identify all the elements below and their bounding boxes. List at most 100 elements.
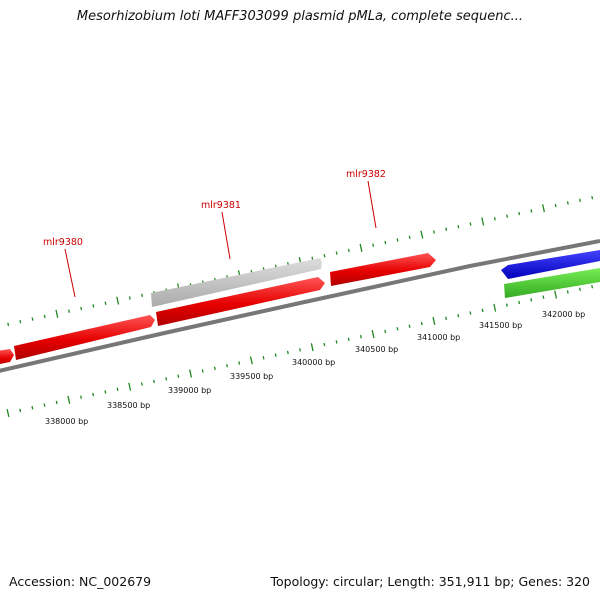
- ruler-tick: [43, 314, 46, 319]
- ruler-tick: [518, 211, 521, 216]
- position-label: 340500 bp: [355, 345, 398, 354]
- ruler-tick: [384, 240, 387, 245]
- ruler-tick: [80, 395, 82, 399]
- ruler-tick: [457, 225, 460, 229]
- ruler-tick: [542, 295, 545, 299]
- ruler-tick: [249, 356, 253, 365]
- map-title: Mesorhizobium loti MAFF303099 plasmid pM…: [76, 9, 524, 24]
- ruler-tick: [506, 214, 508, 218]
- ruler-tick: [140, 382, 143, 386]
- position-label: 339000 bp: [168, 386, 211, 395]
- ruler-tick: [141, 293, 143, 298]
- gene-label-mlr9382[interactable]: mlr9382: [346, 169, 386, 180]
- ruler-tick: [591, 195, 594, 200]
- mlr9381-leader: [221, 211, 231, 260]
- ruler-tick: [493, 217, 496, 221]
- ruler-tick: [469, 222, 472, 226]
- gene-label-mlr9381[interactable]: mlr9381: [201, 200, 241, 211]
- ruler-tick: [396, 327, 399, 331]
- ruler-tick: [591, 285, 594, 289]
- ruler-tick: [469, 311, 472, 315]
- ruler-tick: [420, 230, 424, 239]
- position-label: 340000 bp: [292, 358, 335, 367]
- ruler-tick: [43, 403, 46, 407]
- ruler-tick: [445, 316, 448, 320]
- ruler-tick: [68, 309, 70, 313]
- ruler-tick: [274, 353, 277, 357]
- gene-mlr9381b-arrow[interactable]: [156, 277, 325, 326]
- ruler-tick: [177, 374, 180, 378]
- ruler-tick: [92, 304, 95, 308]
- ruler-tick: [6, 408, 10, 418]
- gene-blue-arrow[interactable]: [501, 250, 600, 279]
- ruler-tick: [457, 313, 460, 318]
- mlr9382-leader: [367, 180, 377, 229]
- position-label: 341500 bp: [479, 321, 522, 330]
- ruler-tick: [518, 300, 521, 305]
- ruler-tick: [104, 390, 107, 394]
- genome-backbone: [0, 239, 600, 373]
- ruler-tick: [92, 392, 95, 397]
- ruler-tick: [310, 343, 314, 352]
- ruler-tick: [128, 296, 131, 300]
- ruler-tick: [311, 256, 314, 261]
- position-label: 342000 bp: [542, 310, 585, 319]
- ruler-tick: [493, 303, 497, 312]
- ruler-tick: [55, 309, 59, 318]
- mlr9380-leader: [64, 248, 76, 298]
- position-label: 338500 bp: [107, 401, 150, 410]
- ruler-tick: [104, 301, 107, 305]
- ruler-tick: [554, 203, 557, 208]
- gene-mlr9380-arrow[interactable]: [14, 315, 155, 360]
- ruler-tick: [116, 296, 120, 305]
- gene-arrow-left-partial[interactable]: [0, 349, 14, 366]
- ruler-tick: [359, 243, 363, 252]
- accession-text: Accession: NC_002679: [9, 574, 152, 589]
- ruler-tick: [408, 235, 411, 239]
- ruler-tick: [420, 321, 423, 326]
- ruler-tick: [128, 382, 132, 391]
- ruler-tick: [67, 395, 71, 404]
- lower-tick-ruler: [6, 285, 594, 418]
- gene-label-mlr9380[interactable]: mlr9380: [43, 237, 83, 248]
- ruler-tick: [335, 340, 338, 344]
- ruler-tick: [238, 361, 241, 365]
- position-label: 341000 bp: [417, 333, 460, 342]
- ruler-tick: [372, 243, 375, 247]
- ruler-tick: [323, 342, 326, 347]
- ruler-tick: [80, 306, 83, 311]
- ruler-tick: [433, 230, 435, 234]
- ruler-tick: [323, 254, 326, 258]
- ruler-tick: [335, 251, 338, 255]
- position-label: 339500 bp: [230, 372, 273, 381]
- ruler-tick: [396, 238, 399, 242]
- ruler-tick: [226, 363, 229, 368]
- ruler-tick: [384, 329, 387, 334]
- ruler-tick: [542, 204, 546, 213]
- ruler-tick: [31, 406, 34, 410]
- ruler-tick: [116, 387, 119, 392]
- ruler-tick: [19, 320, 22, 324]
- gene-mlr9381-arrow: [151, 258, 322, 307]
- ruler-tick: [408, 324, 411, 328]
- ruler-tick: [359, 334, 362, 339]
- ruler-tick: [530, 209, 533, 213]
- ruler-tick: [578, 287, 581, 292]
- ruler-tick: [579, 198, 581, 203]
- ruler-tick: [55, 400, 58, 405]
- ruler-tick: [165, 377, 168, 381]
- ruler-tick: [481, 217, 485, 226]
- gene-green-arrow[interactable]: [504, 268, 600, 298]
- ruler-tick: [505, 303, 508, 307]
- gene-mlr9382-arrow[interactable]: [330, 253, 436, 286]
- ruler-tick: [432, 316, 436, 325]
- ruler-tick: [201, 369, 204, 373]
- ruler-tick: [153, 379, 155, 384]
- ruler-tick: [445, 227, 448, 232]
- ruler-tick: [19, 408, 22, 413]
- ruler-tick: [31, 317, 34, 321]
- ruler-tick: [299, 348, 302, 352]
- ruler-tick: [481, 308, 484, 313]
- ruler-tick: [347, 337, 350, 342]
